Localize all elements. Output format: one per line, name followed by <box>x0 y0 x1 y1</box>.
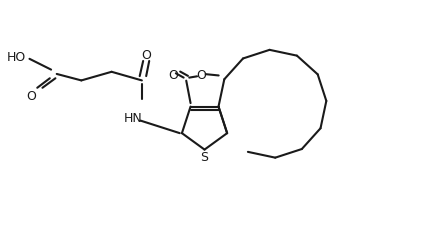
Text: HO: HO <box>7 51 26 64</box>
Text: S: S <box>200 150 208 163</box>
Text: O: O <box>26 90 36 103</box>
Text: O: O <box>196 68 206 81</box>
Text: HN: HN <box>124 111 142 124</box>
Text: O: O <box>141 49 151 62</box>
Text: O: O <box>168 68 178 81</box>
